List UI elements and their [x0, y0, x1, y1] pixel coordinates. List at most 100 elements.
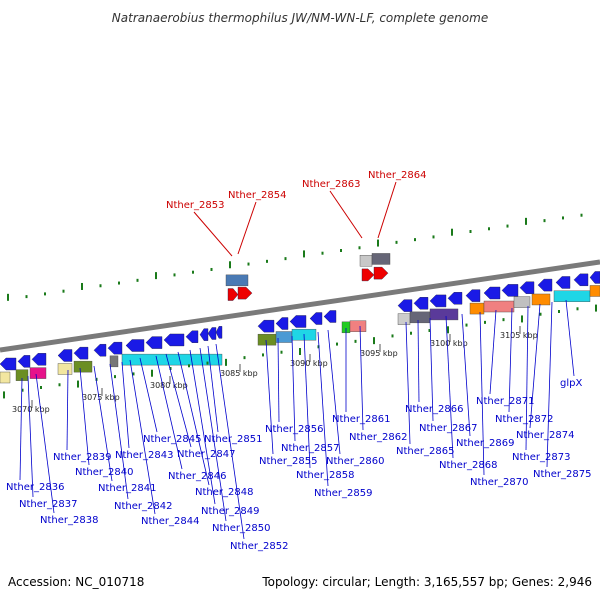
accession-text: Accession: NC_010718 [8, 575, 144, 589]
gene-label: Nther_2868 [439, 460, 497, 471]
gene-arrow [275, 317, 289, 330]
gene-labels: Nther_2853 Nther_2854 Nther_2863 Nther_2864… [6, 170, 591, 552]
leader-line [291, 335, 296, 442]
leader-line [417, 319, 420, 403]
gene-label: Nther_2852 [230, 541, 288, 552]
leader-line [189, 349, 216, 505]
leader-line [199, 347, 227, 522]
gene-arrow [73, 346, 89, 360]
leader-line [109, 363, 129, 500]
highlight-block [371, 253, 391, 265]
gene-label: Nther_2847 [177, 449, 235, 460]
gene-label: Nther_2842 [114, 501, 172, 512]
gene-arrow [125, 339, 145, 352]
gene-block [349, 320, 367, 332]
gene-block [589, 285, 600, 297]
highlighted-gene-label: Nther_2864 [368, 170, 426, 181]
gene-label: Nther_2869 [456, 438, 514, 449]
leader-line [479, 311, 485, 476]
gene-arrow [555, 276, 571, 289]
gene-arrow [0, 357, 17, 371]
leader-line [508, 307, 513, 413]
gene-arrow [413, 297, 429, 310]
gene-label: Nther_2838 [40, 515, 98, 526]
gene-label: Nther_2840 [75, 467, 133, 478]
gene-block [0, 371, 11, 384]
genome-backbone [0, 259, 600, 353]
gene-label: Nther_2870 [470, 477, 528, 488]
gene-arrow [519, 281, 535, 294]
gene-label: Nther_2859 [314, 488, 372, 499]
gene-label: Nther_2867 [419, 423, 477, 434]
leader-line [327, 329, 341, 455]
gene-label: Nther_2839 [53, 452, 111, 463]
gene-label: Nther_2848 [195, 487, 253, 498]
leader-line [129, 359, 156, 515]
leader-line [237, 201, 257, 255]
gene-label: Nther_2849 [201, 506, 259, 517]
gene-label: Nther_2860 [326, 456, 384, 467]
kbp-label: 3090 kbp [290, 359, 328, 368]
leader-line [565, 299, 575, 377]
gene-arrow [257, 319, 275, 333]
gene-arrow [93, 344, 107, 357]
gene-label: Nther_2865 [396, 446, 454, 457]
highlight-gene-arrow [361, 268, 375, 282]
gene-arrow [145, 336, 163, 349]
leader-line [429, 317, 434, 422]
leader-line [215, 343, 245, 540]
gene-block [109, 355, 119, 368]
highlight-gene-arrow [227, 288, 239, 301]
gene-block [429, 308, 459, 321]
gene-block [73, 360, 93, 373]
highlighted-gene-label: Nther_2853 [166, 200, 224, 211]
gene-block [397, 313, 411, 325]
gene-arrow [447, 292, 463, 305]
gene-arrow [57, 349, 73, 362]
kbp-label: 3085 kbp [220, 369, 258, 378]
leader-line [377, 181, 397, 239]
gene-label: Nther_2875 [533, 469, 591, 480]
gene-arrow [465, 289, 481, 302]
gene-label: Nther_2836 [6, 482, 64, 493]
leader-line [303, 333, 311, 469]
gene-arrow [537, 278, 553, 292]
leader-line [121, 361, 130, 449]
highlighted-gene-label: Nther_2854 [228, 190, 286, 201]
gene-arrow [323, 310, 337, 323]
gene-features [0, 253, 600, 384]
leader-line [317, 331, 329, 487]
gene-label: Nther_2837 [19, 499, 77, 510]
gene-block [121, 353, 223, 366]
gene-label: glpX [560, 378, 582, 389]
gene-arrow [199, 328, 209, 341]
leader-line [27, 375, 34, 498]
gene-arrow [207, 327, 217, 340]
gene-block [29, 367, 47, 379]
kbp-label: 3070 kbp [12, 405, 50, 414]
gene-block [57, 363, 73, 375]
gene-arrow [107, 341, 123, 355]
highlighted-gene-label: Nther_2863 [302, 179, 360, 190]
gene-arrow [429, 294, 447, 308]
gene-block [483, 300, 515, 313]
leader-line [79, 367, 90, 466]
leader-line [525, 305, 529, 451]
gene-label: Nther_2874 [516, 430, 574, 441]
gene-arrow [163, 333, 185, 347]
upper-tick-track [7, 213, 583, 301]
leader-line [329, 190, 363, 239]
leader-line [461, 313, 471, 437]
highlight-block [359, 254, 373, 267]
gene-block [409, 311, 431, 324]
gene-arrow [483, 286, 501, 300]
highlight-gene-arrow [237, 286, 253, 300]
gene-arrow [309, 312, 323, 325]
highlight-gene-arrow [373, 266, 389, 280]
leader-line [155, 355, 183, 470]
label-leader-lines [19, 181, 575, 540]
highlight-block [225, 274, 249, 287]
gene-label: Nther_2862 [349, 432, 407, 443]
gene-block [257, 333, 277, 346]
